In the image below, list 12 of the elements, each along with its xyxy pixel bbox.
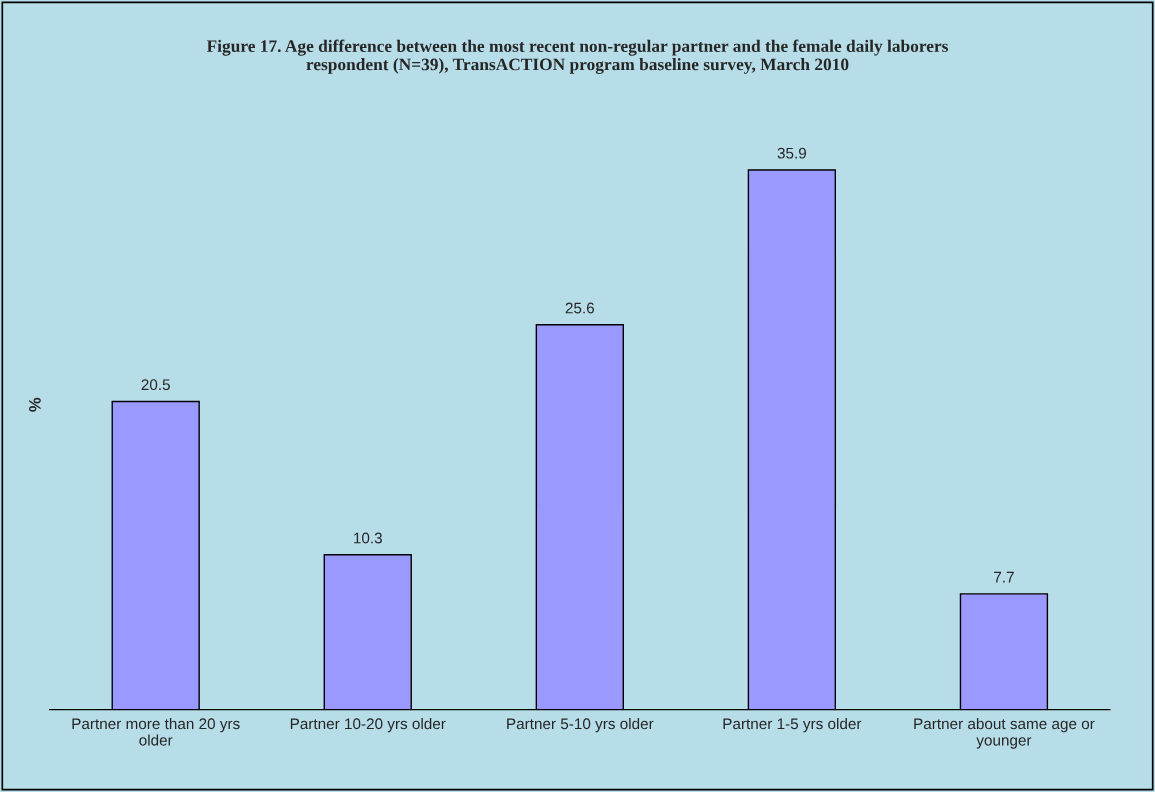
data-label: 10.3	[354, 532, 382, 544]
data-label: 7.7	[994, 571, 1014, 583]
chart-title: Figure 17. Age difference between the most recent non-regular partner and the female daily laborers respondent (N=39), TransACTION program baseline survey, March 2010	[206, 39, 948, 74]
data-label: 25.6	[565, 302, 595, 314]
x-tick-label: Partner 1-5 yrs older	[723, 717, 862, 733]
x-tick-label: Partner 5-10 yrs older	[507, 717, 654, 733]
data-label: 20.5	[141, 379, 170, 391]
x-tick-label: Partner more than 20 yrs older	[72, 717, 240, 746]
data-label: 35.9	[777, 147, 807, 159]
y-axis-title: %	[29, 397, 41, 412]
x-tick-label: Partner about same age or younger	[914, 717, 1095, 749]
x-tick-label: Partner 10-20 yrs older	[290, 717, 446, 733]
